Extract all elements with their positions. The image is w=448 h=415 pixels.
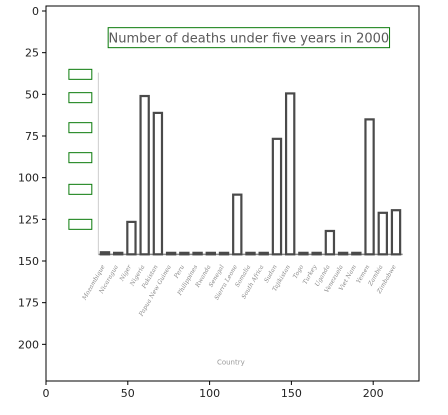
y-tick-label: 100 — [18, 172, 39, 185]
bar — [179, 251, 190, 256]
y-tick-label-box — [68, 183, 93, 195]
bar — [232, 193, 243, 256]
outer-axis-ticks: 0 50 100 150 200 0 25 50 75 100 125 150 175 200 — [18, 5, 384, 400]
bar — [324, 229, 336, 256]
bar — [271, 137, 283, 256]
bar — [377, 211, 388, 256]
bar — [351, 251, 362, 256]
bar — [152, 111, 164, 256]
bar — [99, 251, 111, 256]
y-tick-label: 150 — [18, 255, 39, 268]
bar — [364, 118, 375, 256]
title-box — [107, 27, 391, 49]
bar — [192, 251, 203, 256]
y-tick-label-box — [68, 92, 93, 104]
bar — [390, 209, 402, 256]
bar — [311, 251, 322, 256]
x-tick-label: 50 — [121, 387, 135, 400]
y-tick-label: 175 — [18, 297, 39, 310]
bar — [165, 251, 177, 256]
bar — [298, 251, 309, 256]
bar — [112, 251, 124, 256]
y-tick-label: 200 — [18, 338, 39, 351]
axes-frame — [45, 5, 420, 382]
x-tick-label: 100 — [199, 387, 220, 400]
y-tick-label: 75 — [25, 130, 39, 143]
y-tick-label-box — [68, 218, 93, 230]
y-tick-label: 0 — [32, 5, 39, 18]
bar — [258, 251, 269, 256]
y-tick-label: 25 — [25, 47, 39, 60]
x-tick-label: 150 — [281, 387, 302, 400]
y-tick-label: 125 — [18, 213, 39, 226]
bar — [205, 251, 217, 256]
bar — [337, 251, 349, 256]
x-tick-label: 0 — [43, 387, 50, 400]
y-tick-label-box — [68, 152, 93, 164]
y-tick-label-box — [68, 68, 93, 80]
x-axis-label: Country — [217, 358, 245, 366]
x-tick-label: 200 — [363, 387, 384, 400]
y-tick-label: 50 — [25, 88, 39, 101]
bar — [126, 220, 137, 256]
chart-title: Number of deaths under five years in 200… — [109, 32, 390, 47]
bar — [218, 251, 230, 256]
plot-area: Number of deaths under five years in 200… — [68, 27, 403, 366]
bar — [284, 92, 296, 256]
bar — [245, 251, 256, 256]
bar — [139, 94, 150, 256]
y-tick-label-box — [68, 122, 93, 134]
